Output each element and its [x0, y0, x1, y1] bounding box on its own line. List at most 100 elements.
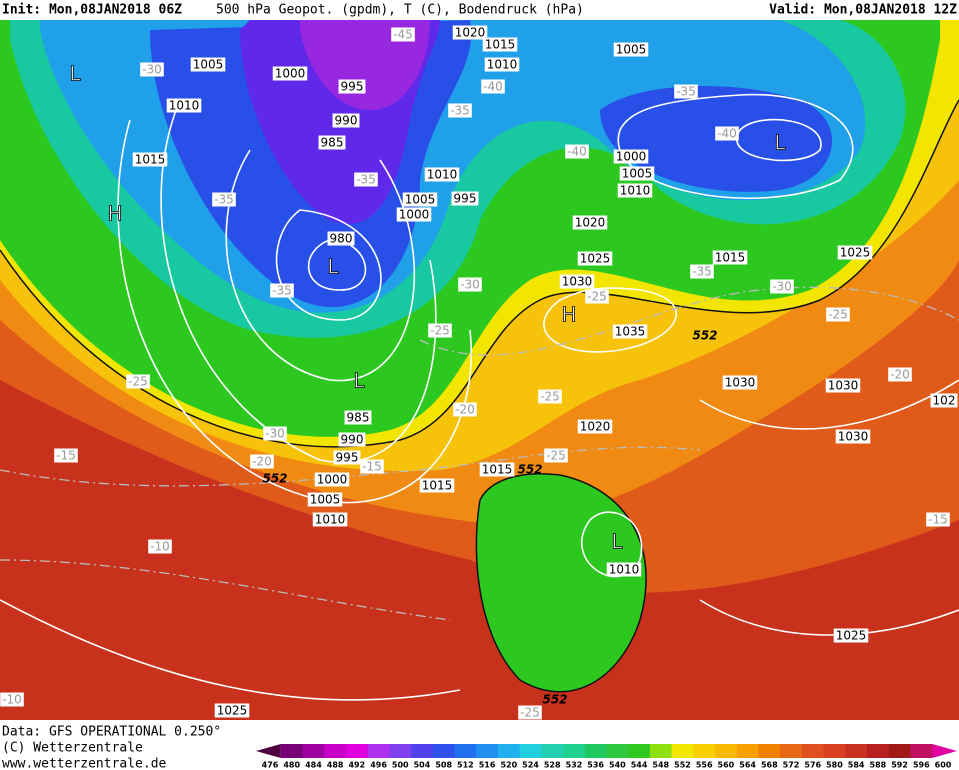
- colorbar-label: 512: [457, 761, 474, 770]
- colorbar-cell: [758, 744, 781, 758]
- colorbar-cell: [345, 744, 369, 758]
- colorbar-label: 544: [631, 761, 648, 770]
- colorbar-label: 516: [479, 761, 496, 770]
- pressure-center: L: [327, 255, 339, 279]
- colorbar-cell: [649, 744, 673, 758]
- colorbar-label: 584: [848, 761, 865, 770]
- data-source: Data: GFS OPERATIONAL 0.250°: [2, 725, 221, 740]
- colorbar: 476 480 484 488 492 496 500 504 508 512 516 520 524 5…: [256, 744, 957, 770]
- temperature-label-box: [391, 27, 415, 42]
- isobar-label-box: [424, 167, 460, 182]
- isobar-label: 1025: [580, 252, 611, 266]
- colorbar-cell: [693, 744, 716, 758]
- colorbar-cell: [454, 744, 477, 758]
- colorbar-cell: [411, 744, 434, 758]
- isobar-label: 1030: [725, 376, 756, 390]
- isobar-label-box: [338, 432, 366, 447]
- colorbar-cell: [910, 744, 933, 758]
- temperature-label-box: [888, 367, 912, 382]
- colorbar-label: 556: [696, 761, 713, 770]
- temperature-label-box: [0, 692, 24, 707]
- header-bar: [0, 0, 959, 20]
- colorbar-label: 508: [435, 761, 452, 770]
- colorbar-cell: [563, 744, 586, 758]
- temperature-label-box: [212, 192, 236, 207]
- isobar-label-box: [613, 149, 649, 164]
- isobar-label: 1020: [575, 216, 606, 230]
- colorbar-label: 600: [935, 761, 952, 770]
- colorbar-cell: [932, 744, 957, 758]
- pressure-center: H: [561, 303, 576, 327]
- temperature-label: -35: [214, 193, 234, 207]
- isobar-label-box: [619, 166, 655, 181]
- temperature-label: -15: [928, 513, 948, 527]
- isobar-label: 1010: [315, 513, 346, 527]
- colorbar-label: 476: [262, 761, 279, 770]
- isobars: [0, 93, 959, 701]
- isobar-label: 985: [321, 136, 344, 150]
- temperature-label-box: [674, 84, 698, 99]
- temperature-label-box: [518, 705, 542, 720]
- temperature-label-box: [538, 389, 562, 404]
- isobar-label-box: [338, 79, 366, 94]
- isobar-label-box: [835, 429, 871, 444]
- temperature-label-box: [354, 172, 378, 187]
- temperature-label: -40: [717, 127, 737, 141]
- isobar-label-box: [166, 98, 202, 113]
- colorbar-label: 520: [500, 761, 517, 770]
- colorbar-cell: [497, 744, 521, 758]
- temperature-label: -30: [265, 427, 285, 441]
- isobar-label-box: [307, 492, 343, 507]
- isobar-label-box: [577, 419, 613, 434]
- temperature-label: -15: [362, 460, 382, 474]
- temperature-label-box: [715, 126, 739, 141]
- isobar-label: 1030: [562, 275, 593, 289]
- colorbar-label: 576: [804, 761, 821, 770]
- website: www.wetterzentrale.de: [2, 757, 167, 770]
- colorbar-label: 496: [370, 761, 387, 770]
- colorbar-cell: [736, 744, 759, 758]
- temperature-label-box: [148, 539, 172, 554]
- temperature-label-box: [126, 374, 150, 389]
- height-label: 552: [517, 463, 542, 477]
- isobar-label: 1025: [836, 629, 867, 643]
- isobar-label: 1005: [616, 43, 647, 57]
- isobar-label-box: [318, 135, 346, 150]
- colorbar-label: 536: [587, 761, 604, 770]
- isobar-label: 1020: [455, 26, 486, 40]
- colorbar-cell: [367, 744, 390, 758]
- isobar-label: 1010: [620, 184, 651, 198]
- isobar-label-box: [333, 450, 361, 465]
- temperature-label: -35: [272, 284, 292, 298]
- isobar-label: 1005: [310, 493, 341, 507]
- isobar-label: 1030: [828, 379, 859, 393]
- isobar-label-box: [396, 207, 432, 222]
- temperature-label-box: [428, 323, 452, 338]
- colorbar-cell: [780, 744, 803, 758]
- isobar-label-box: [482, 37, 518, 52]
- isobar-label: 1015: [482, 463, 513, 477]
- colorbar-cell: [280, 744, 304, 758]
- colorbar-label: 548: [652, 761, 669, 770]
- isobar-label-box: [837, 245, 873, 260]
- isobar-label-box: [613, 42, 649, 57]
- colorbar-cell: [476, 744, 499, 758]
- temperature-label: -30: [460, 278, 480, 292]
- colorbar-label: 588: [870, 761, 887, 770]
- valid-time: Valid: Mon,08JAN2018 12Z: [769, 3, 957, 18]
- temperature-label: -40: [567, 145, 587, 159]
- colorbar-cell: [389, 744, 412, 758]
- isobar-label-box: [314, 472, 350, 487]
- isobar-label-box: [132, 152, 168, 167]
- isobar-label: 1000: [275, 67, 306, 81]
- temperature-label-box: [54, 448, 78, 463]
- colorbar-label: 524: [522, 761, 539, 770]
- isobar-label: 1030: [838, 430, 869, 444]
- colorbar-cell: [888, 744, 911, 758]
- isobar-label-box: [484, 57, 520, 72]
- isobar-label: 1015: [715, 251, 746, 265]
- temperature-label-box: [250, 454, 274, 469]
- isobar-label: 1025: [217, 704, 248, 718]
- isobar-label-box: [572, 215, 608, 230]
